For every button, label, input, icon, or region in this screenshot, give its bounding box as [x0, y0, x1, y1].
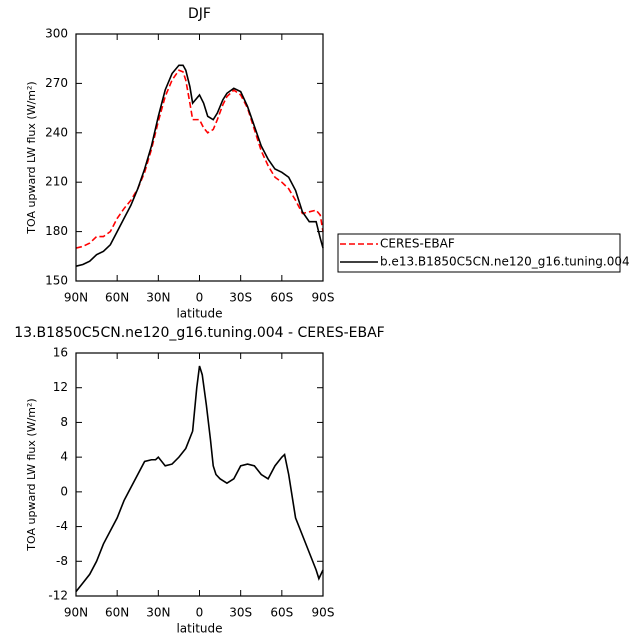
y-tick-label: 240: [45, 125, 68, 139]
y-tick-label: 150: [45, 274, 68, 288]
plot-frame: [75, 352, 324, 597]
y-axis-label: TOA upward LW flux (W/m²): [25, 398, 38, 551]
data-line: [75, 64, 324, 267]
x-tick-label: 60S: [270, 291, 293, 305]
y-tick-label: 300: [45, 27, 68, 41]
x-tick-label: 60N: [105, 606, 129, 620]
legend-label: b.e13.B1850C5CN.ne120_g16.tuning.004: [380, 255, 630, 269]
chart-title: 13.B1850C5CN.ne120_g16.tuning.004 - CERE…: [14, 325, 384, 341]
legend-box: [337, 233, 621, 273]
x-tick-label: 0: [196, 291, 204, 305]
y-tick-label: -4: [56, 519, 68, 533]
data-line: [75, 365, 324, 593]
x-tick-label: 30N: [146, 606, 170, 620]
x-tick-label: 60N: [105, 291, 129, 305]
x-tick-label: 60S: [270, 606, 293, 620]
y-tick-label: 4: [60, 450, 68, 464]
y-tick-label: 12: [53, 380, 68, 394]
x-axis-label: latitude: [176, 307, 222, 321]
y-tick-label: -12: [48, 589, 68, 603]
y-tick-label: -8: [56, 554, 68, 568]
x-tick-label: 90S: [312, 291, 335, 305]
legend-label: CERES-EBAF: [380, 237, 455, 251]
x-tick-label: 90S: [312, 606, 335, 620]
y-tick-label: 210: [45, 175, 68, 189]
y-axis-label: TOA upward LW flux (W/m²): [25, 81, 38, 234]
x-tick-label: 0: [196, 606, 204, 620]
y-tick-label: 8: [60, 415, 68, 429]
chart-title: DJF: [188, 6, 211, 22]
x-tick-label: 30N: [146, 291, 170, 305]
y-tick-label: 16: [53, 346, 68, 360]
x-tick-label: 30S: [229, 291, 252, 305]
y-tick-label: 270: [45, 76, 68, 90]
x-tick-label: 90N: [64, 606, 88, 620]
x-tick-label: 90N: [64, 291, 88, 305]
y-tick-label: 0: [60, 484, 68, 498]
x-tick-label: 30S: [229, 606, 252, 620]
plot-frame: [75, 33, 324, 282]
y-tick-label: 180: [45, 224, 68, 238]
x-axis-label: latitude: [176, 622, 222, 636]
data-line: [75, 69, 324, 249]
